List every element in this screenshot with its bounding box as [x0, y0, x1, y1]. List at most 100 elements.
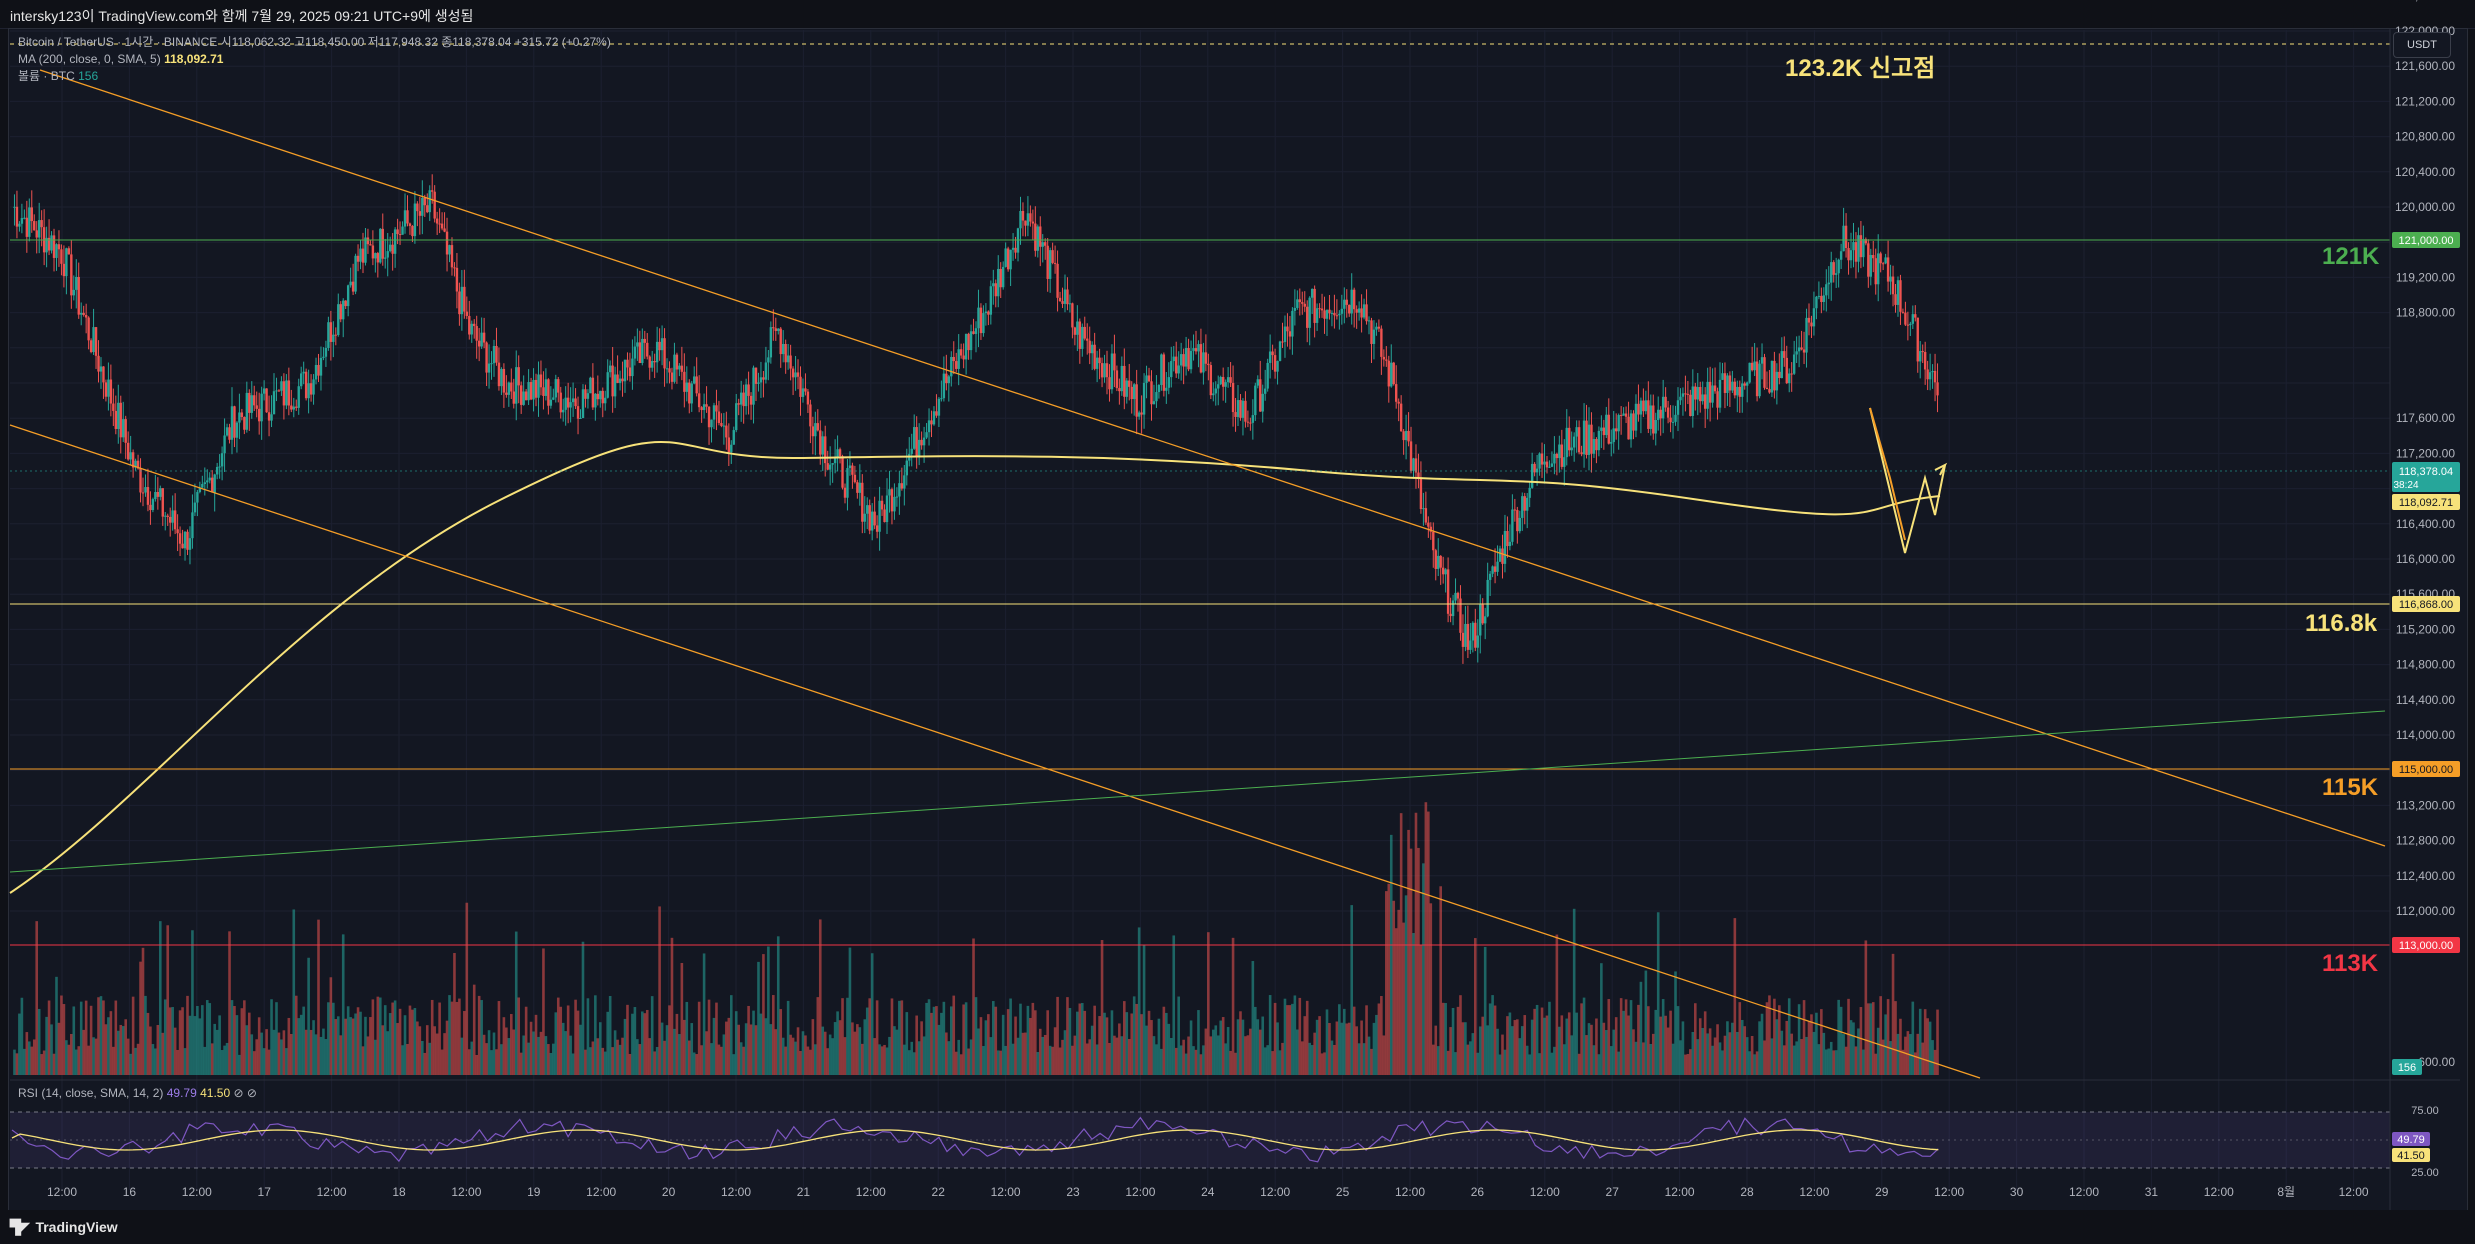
candle-body [989, 286, 993, 315]
volume-bar [107, 1017, 110, 1075]
candle-body [1365, 304, 1368, 322]
candle-body [144, 487, 147, 493]
volume-bar [79, 1001, 83, 1075]
volume-bar [1508, 1012, 1512, 1075]
volume-bar [1595, 1018, 1598, 1075]
candle-body [940, 398, 943, 400]
candle-body [173, 510, 177, 530]
chart-frame[interactable] [8, 28, 2468, 1212]
candle-body [964, 333, 968, 360]
settings-icon[interactable]: ⊘ [246, 1086, 257, 1100]
candle-body [510, 382, 513, 392]
candle-body [1624, 413, 1628, 417]
volume-bar [1824, 1049, 1828, 1075]
candle-body [1231, 382, 1235, 413]
candle-body [1780, 351, 1784, 379]
candle-body [1086, 338, 1089, 341]
candle-body [534, 379, 538, 398]
volume-bar [89, 1005, 93, 1075]
volume-bar [1305, 1000, 1309, 1075]
volume-bar [423, 1052, 427, 1075]
volume-bar [1545, 1015, 1549, 1075]
candle-body [1632, 413, 1635, 431]
candle-body [277, 390, 281, 392]
volume-bar [707, 999, 711, 1075]
candle-body [1834, 273, 1838, 275]
candle-body [122, 419, 125, 438]
ma-legend[interactable]: MA (200, close, 0, SMA, 5) 118,092.71 [18, 51, 611, 68]
candle-body [1545, 461, 1549, 468]
candle-body [769, 327, 773, 358]
price-tick-label: 122,400.00 [2395, 0, 2455, 3]
candle-body [1706, 381, 1709, 409]
rsi-legend[interactable]: RSI (14, close, SMA, 14, 2) 49.79 41.50 … [18, 1086, 257, 1100]
candle-body [994, 283, 997, 297]
volume-bar [453, 953, 456, 1075]
volume-bar [151, 1044, 155, 1075]
volume-bar [1110, 1010, 1114, 1075]
volume-bar [675, 1013, 679, 1075]
candle-body [650, 361, 654, 368]
candle-body [295, 406, 298, 408]
volume-bar [1053, 1027, 1057, 1075]
volume-bar [255, 1039, 259, 1075]
candle-body [1019, 211, 1022, 229]
volume-bar [1906, 1031, 1910, 1075]
candle-body [453, 267, 456, 269]
volume-bar [374, 1039, 377, 1075]
volume-bar [1385, 891, 1388, 1075]
volume-bar [245, 1025, 249, 1075]
volume-bar [1874, 1053, 1878, 1075]
candle-body [1592, 439, 1596, 454]
rsi-legend-value: 49.79 [166, 1086, 197, 1100]
volume-bar [1726, 1021, 1729, 1075]
candle-body [1234, 412, 1237, 417]
volume-bar [1827, 1048, 1831, 1075]
candle-body [875, 525, 879, 532]
candle-body [1820, 295, 1823, 302]
volume-bar [1755, 1051, 1759, 1075]
candle-body [1333, 312, 1336, 316]
candle-body [957, 349, 960, 369]
candle-body [819, 430, 822, 455]
candle-body [1708, 381, 1712, 403]
volume-bar [1182, 1039, 1185, 1075]
volume-bar [131, 996, 135, 1075]
symbol-legend[interactable]: Bitcoin / TetherUS · 1시간 · BINANCE 시118,… [18, 35, 611, 49]
volume-bar [1834, 1050, 1838, 1075]
eye-off-icon[interactable]: ⊘ [233, 1086, 244, 1100]
volume-bar [346, 1006, 350, 1075]
volume-bar [1614, 1017, 1618, 1075]
candle-body [606, 372, 609, 398]
candle-body [1108, 377, 1111, 390]
volume-bar [42, 1050, 46, 1075]
volume-bar [606, 1011, 610, 1075]
candle-body [1226, 377, 1230, 383]
candle-body [23, 217, 26, 219]
candle-body [1009, 249, 1012, 270]
volume-bar [942, 1001, 946, 1075]
volume-bar [1580, 1003, 1583, 1075]
volume-bar [1748, 1051, 1751, 1075]
candle-body [670, 372, 674, 382]
candle-body [1684, 393, 1687, 395]
volume-bar [754, 1025, 758, 1075]
rsi-axis-top: 75.00 [2411, 1105, 2439, 1117]
tradingview-brand[interactable]: ▜◤ TradingView [10, 1219, 118, 1236]
candle-body [1199, 344, 1203, 373]
candle-body [1471, 622, 1475, 641]
candle-body [349, 281, 352, 286]
candle-body [1051, 250, 1054, 263]
candle-body [426, 205, 429, 213]
volume-legend[interactable]: 볼륨 · BTC 156 [18, 68, 611, 85]
volume-bar [1493, 1005, 1497, 1075]
candle-body [1402, 431, 1405, 441]
candle-body [1785, 357, 1788, 384]
candle-body [720, 422, 723, 426]
currency-button[interactable]: USDT [2393, 32, 2451, 58]
volume-bar [678, 1034, 681, 1075]
tag-price: 118,378.04 [2399, 466, 2453, 478]
volume-bar [1142, 945, 1146, 1075]
candle-body [571, 398, 575, 403]
